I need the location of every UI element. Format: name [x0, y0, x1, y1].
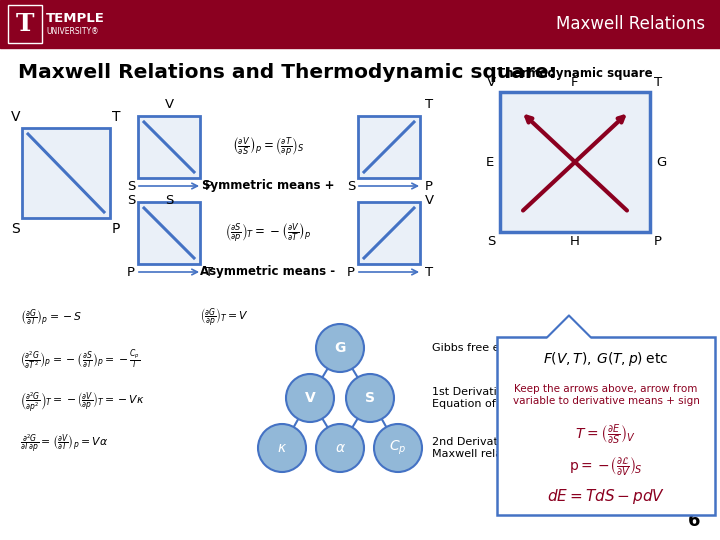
Text: S: S: [12, 222, 20, 236]
Text: T: T: [16, 12, 35, 36]
Text: V: V: [164, 98, 174, 111]
Text: G: G: [334, 341, 346, 355]
Text: E: E: [486, 156, 494, 168]
Bar: [138, 202, 200, 264]
Text: V: V: [487, 76, 496, 89]
Text: Thermodynamic square: Thermodynamic square: [498, 67, 653, 80]
Text: 2nd Derivative
Maxwell relations: 2nd Derivative Maxwell relations: [432, 437, 529, 459]
Polygon shape: [547, 315, 591, 337]
Text: P: P: [127, 266, 135, 279]
Text: 6: 6: [688, 512, 700, 530]
Text: S: S: [165, 193, 174, 206]
Text: Maxwell Relations: Maxwell Relations: [556, 15, 705, 33]
Text: S: S: [346, 179, 355, 192]
Bar: [138, 116, 200, 178]
Text: $\left(\frac{\partial S}{\partial p}\right)_T = -\left(\frac{\partial V}{\partia: $\left(\frac{\partial S}{\partial p}\rig…: [225, 222, 311, 244]
Text: F: F: [571, 76, 579, 89]
Circle shape: [316, 324, 364, 372]
Text: $\kappa$: $\kappa$: [277, 441, 287, 455]
Text: UNIVERSITY®: UNIVERSITY®: [46, 26, 99, 36]
Text: P: P: [425, 179, 433, 192]
Circle shape: [286, 374, 334, 422]
Circle shape: [316, 424, 364, 472]
Text: $C_p$: $C_p$: [390, 439, 407, 457]
Text: $\mathrm{p} = -\!\left(\frac{\partial \mathcal{L}}{\partial V}\right)_{\!S}$: $\mathrm{p} = -\!\left(\frac{\partial \m…: [569, 456, 643, 478]
Text: T: T: [112, 110, 120, 124]
Text: $\left(\frac{\partial G}{\partial p}\right)_T = V$: $\left(\frac{\partial G}{\partial p}\rig…: [200, 307, 248, 329]
Text: Keep the arrows above, arrow from
variable to derivative means + sign: Keep the arrows above, arrow from variab…: [513, 384, 699, 406]
Bar: [22, 128, 110, 218]
Circle shape: [258, 424, 306, 472]
Text: G: G: [656, 156, 666, 168]
Text: Symmetric means +: Symmetric means +: [202, 179, 334, 192]
Text: TEMPLE: TEMPLE: [46, 11, 105, 24]
Circle shape: [374, 424, 422, 472]
Text: 1st Derivative
Equation of state: 1st Derivative Equation of state: [432, 387, 528, 409]
Text: H: H: [570, 235, 580, 248]
Text: $\alpha$: $\alpha$: [335, 441, 346, 455]
Text: $T = \left(\frac{\partial E}{\partial S}\right)_V$: $T = \left(\frac{\partial E}{\partial S}…: [575, 423, 636, 447]
Text: Asymmetric means -: Asymmetric means -: [200, 266, 336, 279]
Bar: [497, 337, 715, 515]
Bar: [500, 92, 650, 232]
Text: Gibbs free energy: Gibbs free energy: [432, 343, 531, 353]
Text: P: P: [347, 266, 355, 279]
Bar: [358, 116, 420, 178]
Text: T: T: [654, 76, 662, 89]
Text: P: P: [205, 179, 213, 192]
Text: $\left(\frac{\partial^2 G}{\partial p^2}\right)_T = -\left(\frac{\partial V}{\pa: $\left(\frac{\partial^2 G}{\partial p^2}…: [20, 390, 145, 414]
Text: V: V: [11, 110, 20, 124]
Text: P: P: [654, 235, 662, 248]
Text: $\frac{\partial^2 G}{\partial T\partial p} = \left(\frac{\partial V}{\partial T}: $\frac{\partial^2 G}{\partial T\partial …: [20, 433, 108, 455]
Text: V: V: [305, 391, 315, 405]
Text: T: T: [425, 266, 433, 279]
Text: V: V: [425, 193, 434, 206]
Text: S: S: [365, 391, 375, 405]
Text: Maxwell Relations and Thermodynamic square:: Maxwell Relations and Thermodynamic squa…: [18, 63, 557, 82]
Text: T: T: [425, 98, 433, 111]
Text: $\left(\frac{\partial^2 G}{\partial T^2}\right)_p = -\left(\frac{\partial S}{\pa: $\left(\frac{\partial^2 G}{\partial T^2}…: [20, 348, 140, 373]
Circle shape: [346, 374, 394, 422]
Text: P: P: [112, 222, 120, 236]
Text: S: S: [127, 179, 135, 192]
Text: $F(V,T),\,G(T,p)\;\mathrm{etc}$: $F(V,T),\,G(T,p)\;\mathrm{etc}$: [543, 350, 669, 368]
Polygon shape: [547, 317, 591, 339]
Text: S: S: [127, 193, 135, 206]
Text: $\left(\frac{\partial V}{\partial S}\right)_p = \left(\frac{\partial T}{\partial: $\left(\frac{\partial V}{\partial S}\rig…: [232, 136, 304, 158]
Bar: [358, 202, 420, 264]
Bar: [0, 0, 720, 48]
Text: $dE = TdS - pdV$: $dE = TdS - pdV$: [547, 488, 665, 507]
Text: T: T: [205, 266, 213, 279]
Text: S: S: [487, 235, 496, 248]
Text: $\left(\frac{\partial G}{\partial T}\right)_p = -S$: $\left(\frac{\partial G}{\partial T}\rig…: [20, 307, 82, 329]
